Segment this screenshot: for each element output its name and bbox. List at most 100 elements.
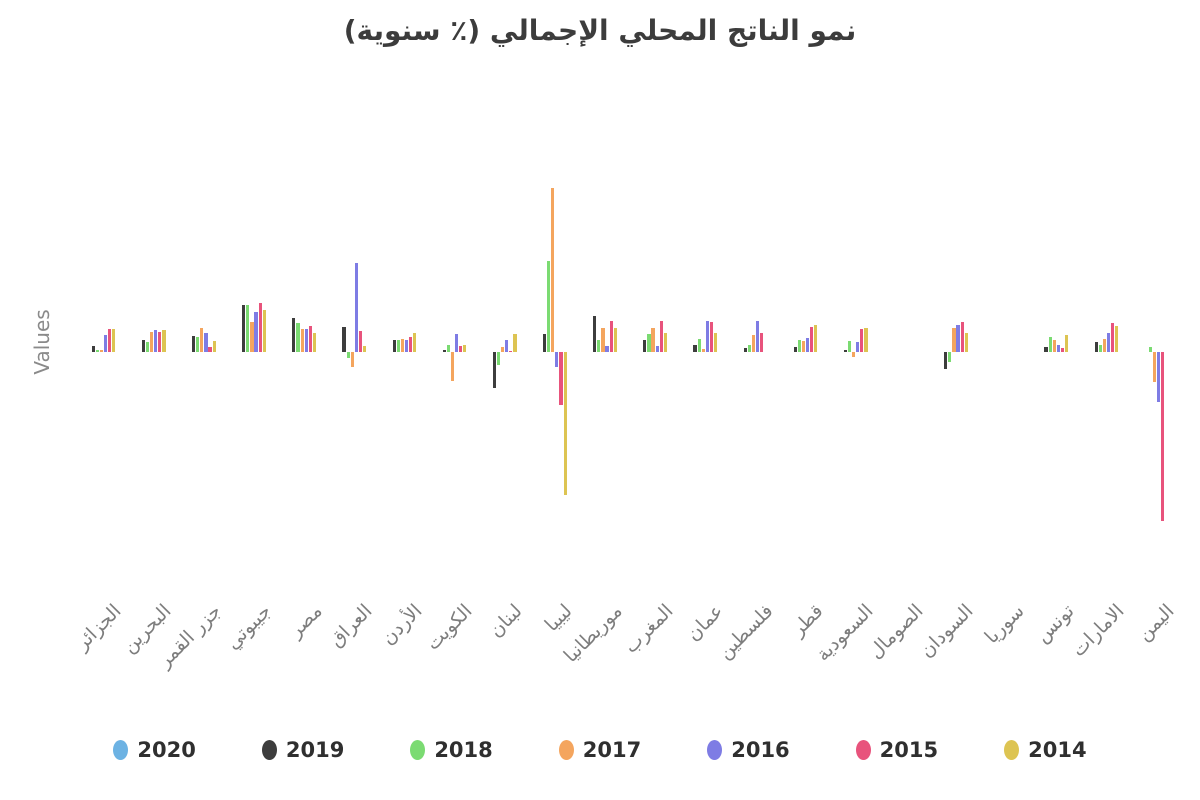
bar-2019-15 bbox=[843, 350, 848, 352]
bar-2018-13 bbox=[747, 345, 751, 352]
bar-2017-21 bbox=[1152, 352, 1157, 382]
legend-label-2018: 2018 bbox=[434, 738, 493, 762]
bar-2018-8 bbox=[496, 352, 501, 365]
bar-2015-20 bbox=[1110, 323, 1115, 352]
legend: 2020 2019 2018 2017 2016 2015 2014 bbox=[0, 738, 1200, 762]
bar-2019-0 bbox=[91, 345, 95, 352]
bar-2018-6 bbox=[396, 340, 400, 352]
bar-2018-0 bbox=[95, 349, 100, 352]
bar-2015-3 bbox=[258, 303, 262, 352]
bar-2018-20 bbox=[1098, 345, 1102, 352]
bar-2018-15 bbox=[847, 340, 852, 352]
bar-2015-14 bbox=[810, 327, 814, 352]
bar-2015-9 bbox=[559, 352, 563, 405]
legend-item-2016: 2016 bbox=[707, 738, 790, 762]
legend-dot-2014 bbox=[1004, 740, 1020, 760]
bar-2017-7 bbox=[450, 352, 455, 381]
legend-label-2017: 2017 bbox=[582, 738, 642, 762]
bar-2014-1 bbox=[162, 330, 166, 352]
bar-2017-11 bbox=[651, 328, 655, 352]
legend-item-2019: 2019 bbox=[261, 738, 345, 762]
bar-2015-8 bbox=[509, 350, 513, 352]
bar-2014-19 bbox=[1064, 335, 1069, 352]
bar-2014-6 bbox=[413, 332, 417, 352]
bar-2016-4 bbox=[304, 329, 308, 352]
bar-2019-4 bbox=[292, 317, 296, 352]
legend-label-2020: 2020 bbox=[137, 738, 196, 762]
bar-2014-11 bbox=[663, 332, 667, 352]
bar-2016-6 bbox=[404, 339, 409, 352]
bar-2017-13 bbox=[751, 335, 755, 352]
bar-2016-10 bbox=[605, 345, 609, 352]
bar-2017-1 bbox=[150, 332, 154, 352]
bar-2018-4 bbox=[296, 323, 300, 352]
bar-2014-0 bbox=[112, 329, 116, 352]
bar-2015-5 bbox=[358, 331, 363, 352]
legend-dot-2017 bbox=[558, 740, 574, 760]
bar-2018-17 bbox=[948, 352, 952, 362]
bar-2019-6 bbox=[392, 339, 396, 352]
bar-2014-15 bbox=[864, 328, 868, 352]
bar-2015-1 bbox=[158, 332, 162, 352]
legend-dot-2018 bbox=[410, 740, 426, 760]
bar-2019-19 bbox=[1044, 347, 1048, 352]
bar-2019-2 bbox=[192, 336, 196, 352]
bar-2018-9 bbox=[547, 260, 551, 352]
bar-2019-13 bbox=[743, 348, 747, 352]
bar-2018-3 bbox=[246, 304, 250, 352]
bar-2016-15 bbox=[856, 342, 860, 352]
bar-2017-14 bbox=[801, 340, 806, 352]
bar-2016-14 bbox=[806, 337, 810, 352]
bar-2015-13 bbox=[759, 332, 764, 352]
legend-label-2019: 2019 bbox=[285, 738, 345, 762]
bar-2018-19 bbox=[1048, 337, 1052, 352]
bar-2019-7 bbox=[442, 349, 446, 352]
bar-2015-7 bbox=[459, 345, 463, 352]
bar-2016-5 bbox=[354, 262, 358, 352]
bar-2017-12 bbox=[701, 348, 705, 352]
bar-2016-19 bbox=[1056, 345, 1060, 352]
bar-2017-20 bbox=[1102, 339, 1106, 352]
bar-2018-21 bbox=[1148, 347, 1152, 352]
bar-2016-1 bbox=[154, 330, 158, 352]
bar-2015-11 bbox=[659, 321, 663, 352]
legend-item-2018: 2018 bbox=[410, 738, 493, 762]
bar-2014-8 bbox=[513, 334, 517, 352]
bar-2016-3 bbox=[254, 312, 258, 352]
bar-2017-3 bbox=[250, 322, 254, 352]
bar-2015-2 bbox=[208, 347, 212, 352]
bar-2014-14 bbox=[814, 324, 818, 352]
bar-2017-15 bbox=[852, 352, 856, 357]
bar-2016-9 bbox=[555, 352, 559, 367]
bar-2015-21 bbox=[1161, 352, 1165, 522]
bar-2014-12 bbox=[713, 332, 718, 352]
bar-2017-10 bbox=[601, 328, 605, 352]
bar-2016-12 bbox=[705, 321, 709, 352]
legend-dot-2019 bbox=[261, 740, 277, 760]
legend-label-2015: 2015 bbox=[879, 738, 939, 762]
legend-dot-2020 bbox=[113, 740, 129, 760]
bar-2018-10 bbox=[597, 339, 601, 352]
bar-2016-8 bbox=[505, 340, 509, 352]
bar-2018-11 bbox=[647, 334, 651, 352]
bar-2014-10 bbox=[613, 328, 617, 352]
bar-2016-11 bbox=[655, 345, 659, 352]
bar-2017-19 bbox=[1052, 340, 1056, 352]
bar-2014-20 bbox=[1115, 326, 1119, 352]
bar-2019-1 bbox=[141, 340, 146, 352]
bar-2015-0 bbox=[108, 329, 112, 352]
bar-2016-7 bbox=[455, 334, 459, 352]
bar-2018-2 bbox=[196, 337, 200, 352]
bar-2017-9 bbox=[551, 187, 555, 352]
bar-2017-0 bbox=[99, 350, 104, 352]
legend-item-2017: 2017 bbox=[558, 738, 642, 762]
bar-2016-21 bbox=[1156, 352, 1161, 403]
bar-2015-4 bbox=[308, 326, 312, 352]
bar-2015-17 bbox=[960, 322, 964, 352]
bar-2017-4 bbox=[300, 329, 304, 352]
bar-2019-20 bbox=[1094, 342, 1098, 352]
bar-2014-5 bbox=[362, 345, 367, 352]
bar-2015-15 bbox=[860, 329, 864, 352]
bar-2017-5 bbox=[350, 352, 354, 368]
